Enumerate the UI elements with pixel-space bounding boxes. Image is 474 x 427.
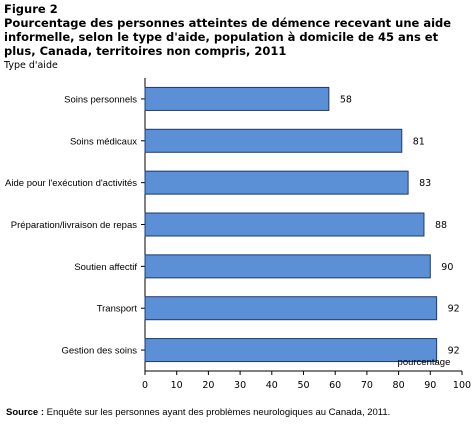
figure-number: Figure 2 <box>4 2 58 16</box>
category-label: Soins personnels <box>64 94 137 105</box>
x-tick-label: 50 <box>297 380 309 391</box>
category-label: Préparation/livraison de repas <box>11 220 137 231</box>
x-tick-label: 20 <box>202 380 214 391</box>
x-tick-label: 30 <box>234 380 246 391</box>
source-text: Enquête sur les personnes ayant des prob… <box>46 407 391 418</box>
category-label: Aide pour l'exécution d'activités <box>5 178 137 189</box>
x-tick-label: 100 <box>453 380 471 391</box>
bar <box>144 296 438 321</box>
category-label: Soutien affectif <box>74 262 137 273</box>
x-axis-title: pourcentage <box>398 357 451 368</box>
x-tick-label: 80 <box>393 380 405 391</box>
x-tick-label: 40 <box>266 380 278 391</box>
source-label: Source : <box>6 407 45 418</box>
x-tick-label: 10 <box>171 380 183 391</box>
data-label: 58 <box>340 94 352 105</box>
bar <box>144 254 431 279</box>
data-label: 92 <box>448 304 460 315</box>
category-label: Soins médicaux <box>70 136 137 147</box>
bar <box>144 338 438 363</box>
bar <box>144 86 330 111</box>
bar <box>144 212 425 237</box>
bar-chart: Soins personnels 58 Soins médicaux 81 Aide p… <box>5 78 471 391</box>
bar <box>144 170 409 195</box>
y-axis-title: Type d'aide <box>4 60 58 71</box>
x-tick-label: 60 <box>329 380 341 391</box>
bar <box>144 128 403 153</box>
x-tick-label: 70 <box>361 380 373 391</box>
data-label: 81 <box>413 136 425 147</box>
figure-header: Figure 2 Pourcentage des personnes attei… <box>4 2 470 58</box>
data-label: 83 <box>419 178 431 189</box>
data-label: 92 <box>448 346 460 357</box>
data-label: 88 <box>435 220 447 231</box>
figure-title: Pourcentage des personnes atteintes de d… <box>4 16 452 58</box>
source-note: Source : Enquête sur les personnes ayant… <box>6 407 390 418</box>
category-label: Transport <box>97 304 138 315</box>
data-label: 90 <box>441 262 453 273</box>
category-label: Gestion des soins <box>61 346 137 357</box>
x-tick-label: 0 <box>142 380 148 391</box>
x-tick-label: 90 <box>424 380 436 391</box>
